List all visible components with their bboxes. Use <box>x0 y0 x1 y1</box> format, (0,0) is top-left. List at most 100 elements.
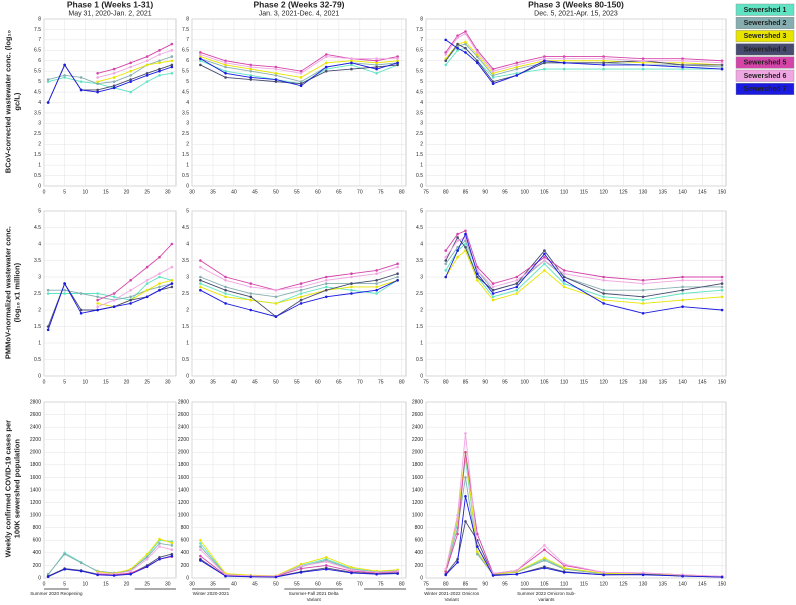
x-tick-label: 30 <box>165 189 171 195</box>
period-label: Winter 2020-2021 <box>192 591 230 596</box>
y-tick-label: 4.5 <box>182 225 189 231</box>
data-point <box>602 571 605 574</box>
data-point <box>543 556 546 560</box>
series-line <box>97 243 173 301</box>
data-point <box>129 80 132 83</box>
y-tick-label: 3.5 <box>182 258 189 264</box>
data-point <box>46 101 50 104</box>
data-point <box>375 571 378 574</box>
y-tick-label: 7 <box>186 37 189 43</box>
y-tick-label: 2.5 <box>34 291 41 297</box>
y-tick-label: 1 <box>420 162 423 168</box>
x-tick-label: 50 <box>273 189 279 195</box>
data-point <box>456 532 459 536</box>
x-tick-label: 45 <box>252 581 258 587</box>
data-point <box>96 295 99 299</box>
x-tick-label: 0 <box>43 581 46 587</box>
y-tick-label: 7 <box>38 37 41 43</box>
data-point <box>720 65 724 69</box>
y-tick-label: 800 <box>415 525 424 531</box>
data-point <box>96 71 99 75</box>
column-subtitle: May 31, 2020-Jan. 2, 2021 <box>68 10 151 17</box>
data-point <box>324 285 328 289</box>
x-tick-label: 30 <box>189 189 195 195</box>
data-point <box>720 63 724 67</box>
x-tick-label: 55 <box>294 189 300 195</box>
data-point <box>396 57 399 60</box>
data-point <box>515 67 519 71</box>
x-tick-label: 5 <box>63 189 66 195</box>
x-tick-label: 50 <box>273 581 279 587</box>
y-tick-label: 2.5 <box>34 131 41 137</box>
data-point <box>375 57 378 60</box>
data-point <box>491 574 495 577</box>
data-point <box>350 288 353 292</box>
legend-swatch <box>735 17 795 29</box>
data-point <box>350 566 353 569</box>
data-point <box>324 69 328 73</box>
data-point <box>63 552 66 556</box>
x-tick-label: 90 <box>482 379 488 385</box>
data-point <box>274 65 278 69</box>
data-point <box>350 67 353 71</box>
data-point <box>543 255 546 259</box>
data-point <box>543 544 546 547</box>
data-point <box>562 566 566 570</box>
data-point <box>515 572 519 576</box>
data-point <box>249 74 253 77</box>
data-point <box>491 69 495 73</box>
y-tick-label: 1 <box>186 162 189 168</box>
x-tick-label: 105 <box>540 379 549 385</box>
data-point <box>456 42 459 46</box>
data-point <box>720 308 724 312</box>
y-tick-label: 5.5 <box>416 69 423 75</box>
data-point <box>681 288 684 292</box>
data-point <box>170 544 174 547</box>
data-point <box>681 275 684 279</box>
x-tick-label: 80 <box>443 189 449 195</box>
y-tick-label: 3.5 <box>416 110 423 116</box>
data-point <box>602 573 605 577</box>
data-point <box>491 71 495 75</box>
y-tick-label: 1.5 <box>182 152 189 158</box>
data-point <box>375 71 378 75</box>
data-point <box>491 74 495 77</box>
y-tick-label: 2400 <box>30 424 41 430</box>
y-tick-label: 0.5 <box>416 357 423 363</box>
x-tick-label: 70 <box>357 379 363 385</box>
y-tick-label: 1.5 <box>34 152 41 158</box>
data-point <box>476 275 479 279</box>
data-point <box>63 282 66 285</box>
series-line <box>445 47 723 78</box>
data-point <box>170 42 174 46</box>
y-tick-label: 5 <box>38 208 41 214</box>
data-point <box>145 295 149 299</box>
data-point <box>396 572 399 575</box>
x-tick-label: 75 <box>423 581 429 587</box>
y-tick-label: 400 <box>415 550 424 556</box>
y-tick-label: 2 <box>186 307 189 313</box>
series-line <box>445 30 723 70</box>
data-point <box>96 80 99 83</box>
data-point <box>129 61 132 65</box>
y-tick-label: 3 <box>420 274 423 280</box>
y-tick-label: 0.5 <box>182 173 189 179</box>
y-tick-label: 600 <box>181 538 190 544</box>
x-tick-label: 20 <box>124 581 130 587</box>
series-line <box>97 43 173 74</box>
data-point <box>274 288 278 292</box>
y-tick-label: 1200 <box>412 500 423 506</box>
data-point <box>46 328 50 332</box>
x-tick-label: 150 <box>718 379 727 385</box>
data-point <box>350 568 353 572</box>
y-tick-label: 0.5 <box>34 357 41 363</box>
x-tick-label: 85 <box>463 189 469 195</box>
x-tick-label: 80 <box>399 379 405 385</box>
x-tick-label: 20 <box>124 379 130 385</box>
data-point <box>249 67 253 71</box>
data-point <box>299 285 303 289</box>
y-tick-label: 2200 <box>178 437 189 443</box>
y-tick-label: 5.5 <box>34 69 41 75</box>
legend-label: Sewershed 1 <box>744 7 787 14</box>
data-point <box>543 61 546 65</box>
